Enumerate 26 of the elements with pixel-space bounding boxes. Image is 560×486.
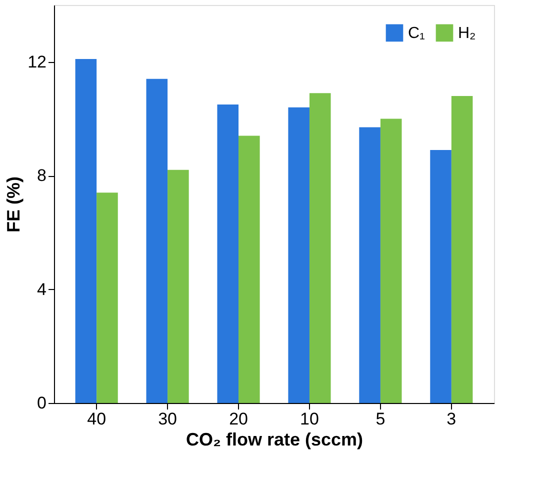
x-tick-label: 5 bbox=[376, 410, 386, 428]
x-tick-label: 30 bbox=[158, 410, 178, 428]
bar bbox=[217, 104, 239, 403]
y-tick-label: 0 bbox=[37, 394, 46, 412]
bar bbox=[430, 150, 452, 403]
y-tick-label: 4 bbox=[37, 280, 46, 299]
legend-label: C₁ bbox=[408, 24, 425, 42]
bar bbox=[359, 127, 380, 403]
legend-label: H₂ bbox=[458, 24, 476, 42]
bar bbox=[380, 118, 402, 403]
x-tick-label: 3 bbox=[446, 410, 456, 428]
y-tick-label: 8 bbox=[37, 166, 46, 186]
x-tick-label: 20 bbox=[229, 410, 248, 428]
bar bbox=[309, 93, 331, 403]
bar bbox=[146, 78, 168, 403]
bar bbox=[288, 107, 310, 403]
y-axis-title: FE (%) bbox=[4, 176, 24, 232]
bar bbox=[96, 192, 118, 403]
y-tick-label: 12 bbox=[28, 52, 46, 72]
x-tick-label: 10 bbox=[300, 410, 319, 428]
bar bbox=[451, 96, 473, 403]
bar bbox=[168, 170, 189, 403]
bar bbox=[238, 136, 260, 403]
x-tick-label: 40 bbox=[87, 410, 106, 428]
x-axis-title: CO₂ flow rate (sccm) bbox=[186, 430, 364, 450]
bar bbox=[75, 59, 97, 403]
